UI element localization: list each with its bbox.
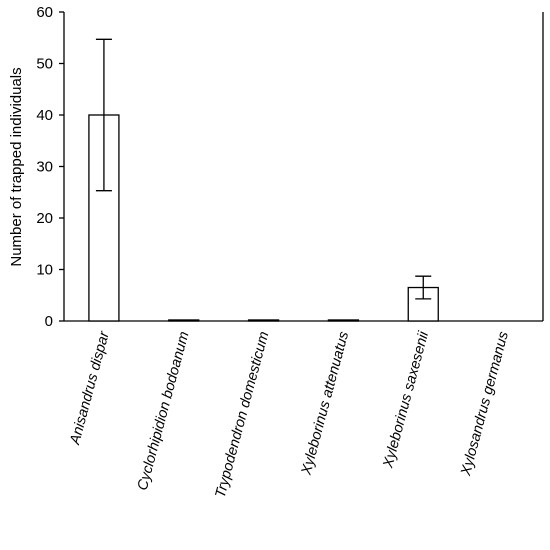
y-axis-title: Number of trapped individuals: [8, 67, 25, 266]
bar: [247, 319, 280, 322]
category-label: Xyleborinus saxesenii: [380, 329, 432, 470]
bars-group: [88, 114, 439, 322]
category-label: Anisandrus dispar: [67, 329, 113, 447]
y-tick-label: 0: [45, 313, 53, 330]
y-tick-label: 40: [36, 107, 53, 124]
error-bars-group: [95, 38, 432, 300]
category-label: Xyleborinus attenuatus: [298, 330, 352, 478]
bar: [327, 319, 360, 322]
chart-axes: [63, 12, 544, 322]
y-tick-label: 60: [36, 4, 53, 21]
bar: [168, 319, 200, 322]
category-label: Cyclorhipidion bodoanum: [135, 330, 193, 492]
category-label: Trypodendron domesticum: [213, 330, 273, 500]
y-tick-label: 50: [36, 56, 53, 73]
y-axis-ticks: 0 10 20 30 40 50 60: [36, 4, 64, 330]
category-labels: Anisandrus dispar Cyclorhipidion bodoanum…: [67, 329, 512, 500]
y-tick-label: 10: [36, 262, 53, 279]
y-tick-label: 20: [36, 210, 53, 227]
y-tick-label: 30: [36, 159, 53, 176]
category-label: Xylosandrus germanus: [458, 330, 512, 478]
